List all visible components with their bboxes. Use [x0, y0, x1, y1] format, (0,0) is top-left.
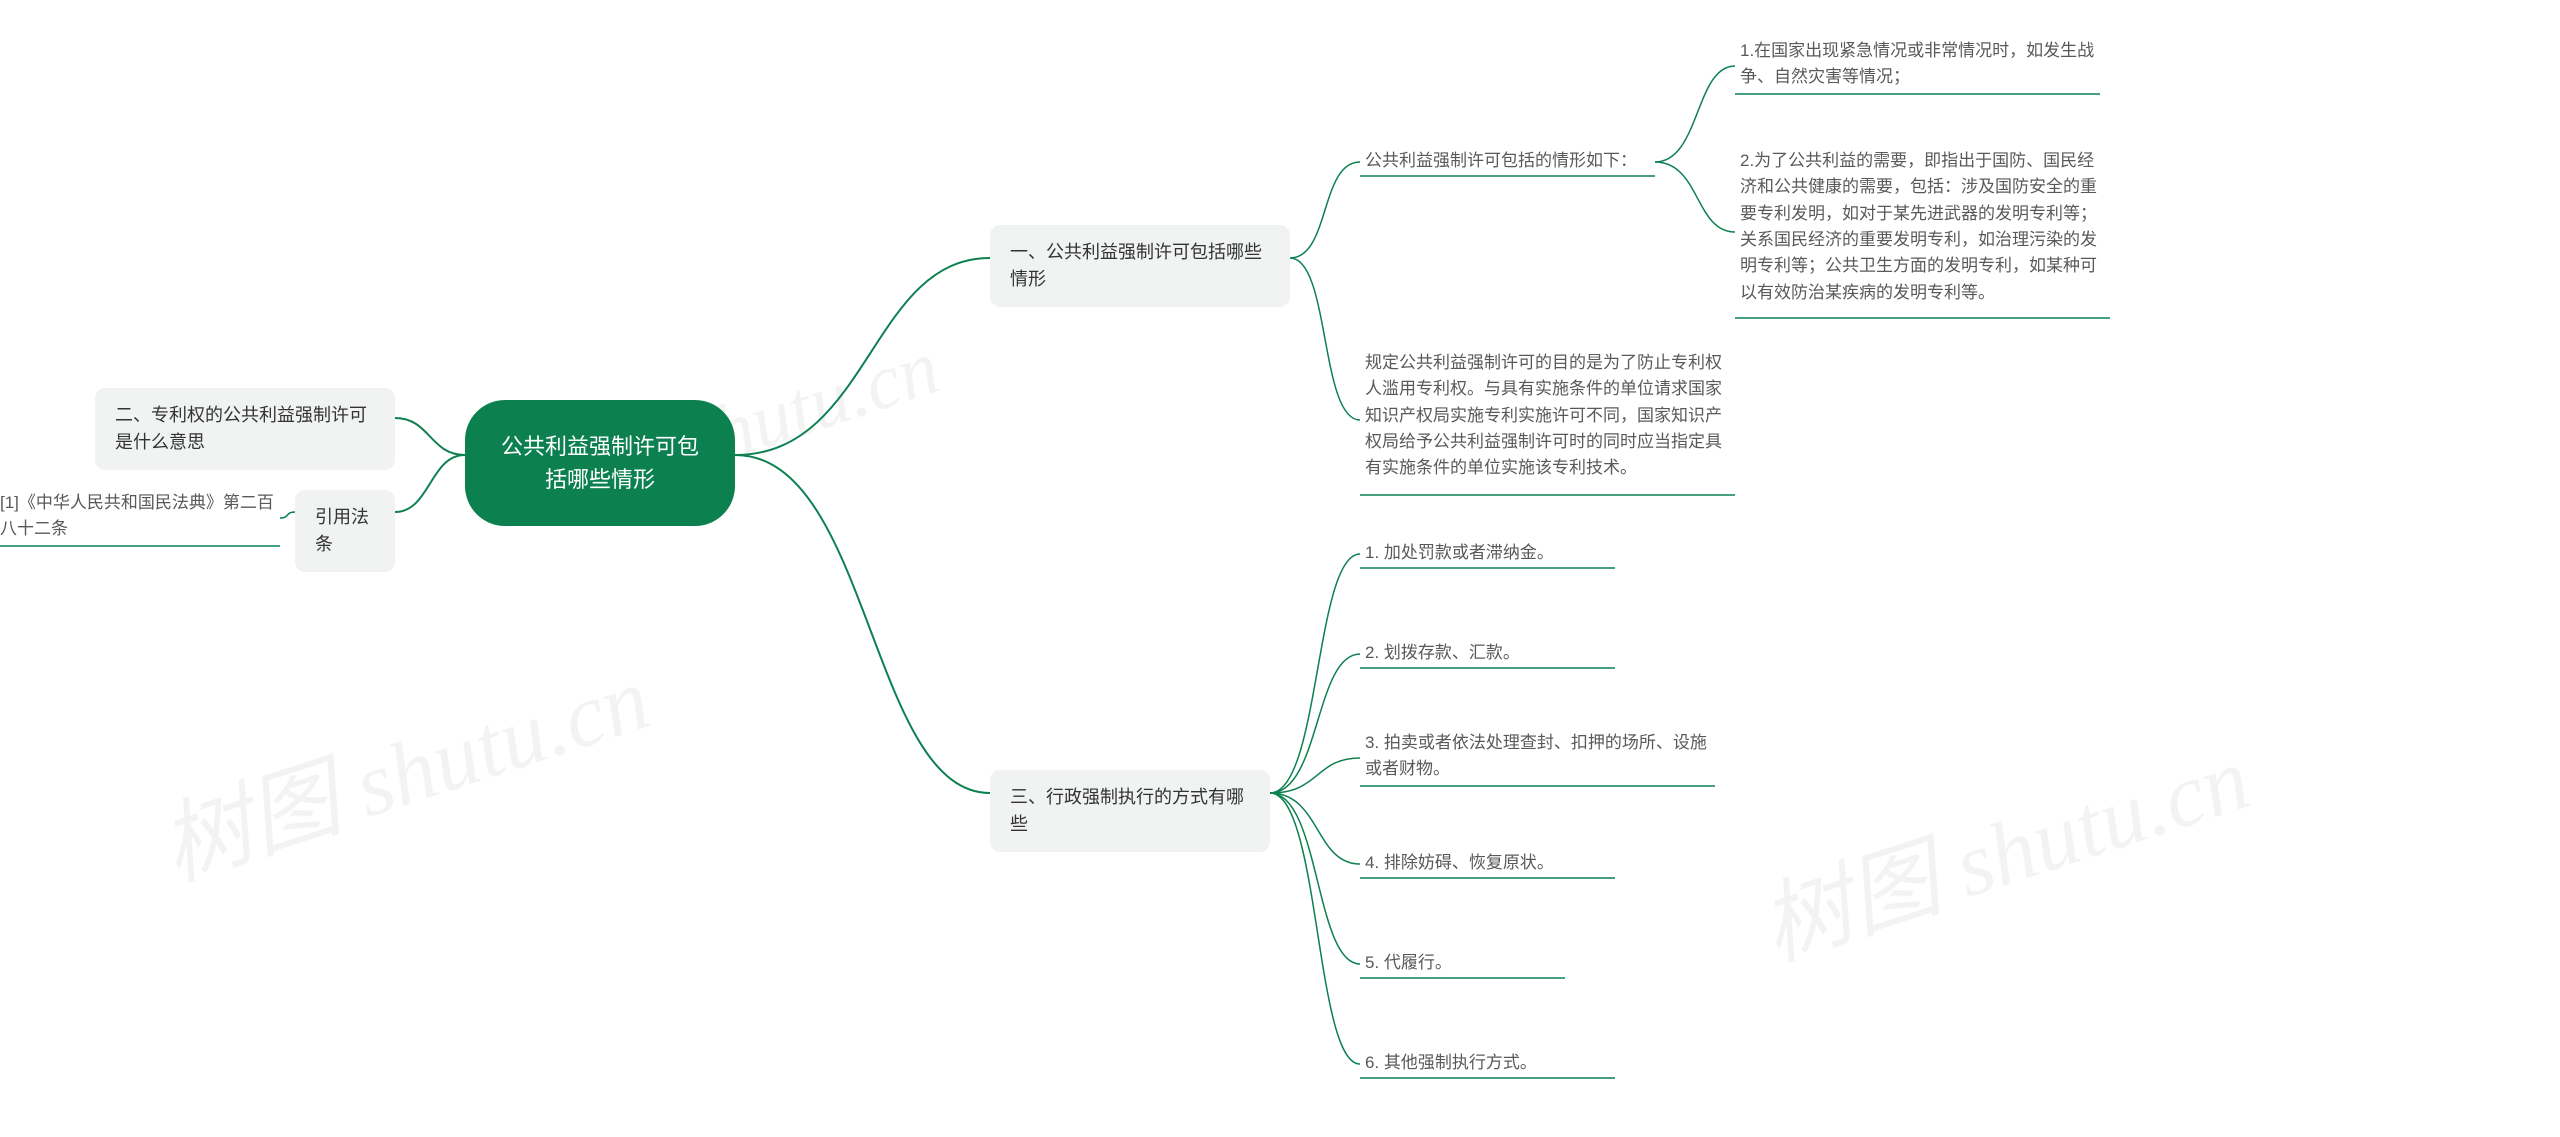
leaf-section-3-item-2: 2. 划拨存款、汇款。 [1365, 640, 1615, 666]
branch-section-3: 三、行政强制执行的方式有哪些 [990, 770, 1270, 852]
watermark: 树图 shutu.cn [142, 625, 662, 905]
branch-citation: 引用法条 [295, 490, 395, 572]
leaf-section-1a-item-2: 2.为了公共利益的需要，即指出于国防、国民经济和公共健康的需要，包括：涉及国防安… [1740, 148, 2110, 306]
leaf-section-1a-item-1: 1.在国家出现紧急情况或非常情况时，如发生战争、自然灾害等情况； [1740, 38, 2100, 91]
leaf-section-3-item-5: 5. 代履行。 [1365, 950, 1565, 976]
watermark: 树图 shutu.cn [1742, 705, 2262, 985]
leaf-section-1a: 公共利益强制许可包括的情形如下： [1365, 148, 1655, 174]
leaf-section-3-item-1: 1. 加处罚款或者滞纳金。 [1365, 540, 1615, 566]
leaf-section-3-item-3: 3. 拍卖或者依法处理查封、扣押的场所、设施或者财物。 [1365, 730, 1715, 783]
branch-section-1: 一、公共利益强制许可包括哪些情形 [990, 225, 1290, 307]
leaf-section-1b: 规定公共利益强制许可的目的是为了防止专利权人滥用专利权。与具有实施条件的单位请求… [1365, 350, 1735, 482]
leaf-section-3-item-4: 4. 排除妨碍、恢复原状。 [1365, 850, 1615, 876]
branch-section-2: 二、专利权的公共利益强制许可是什么意思 [95, 388, 395, 470]
leaf-citation-item-1: [1]《中华人民共和国民法典》第二百八十二条 [0, 490, 280, 543]
mindmap-root: 公共利益强制许可包括哪些情形 [465, 400, 735, 526]
leaf-section-3-item-6: 6. 其他强制执行方式。 [1365, 1050, 1615, 1076]
